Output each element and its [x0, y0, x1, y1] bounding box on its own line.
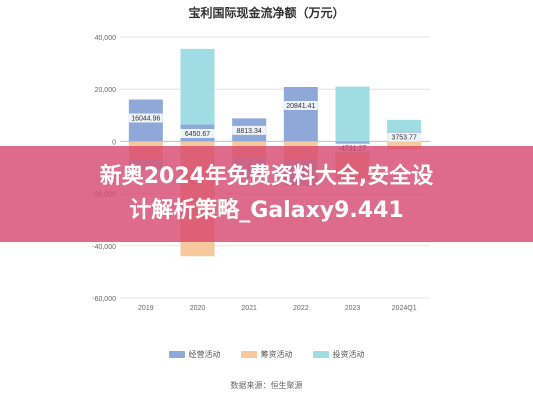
data-label: 20841.41: [286, 103, 315, 110]
legend-item-operating[interactable]: 经营活动: [168, 349, 221, 360]
bar-investing[interactable]: [335, 86, 370, 142]
x-tick-label: 2019: [138, 305, 154, 312]
x-tick-label: 2020: [190, 305, 206, 312]
x-tick-label: 2022: [293, 305, 309, 312]
legend-swatch-investing: [312, 351, 329, 358]
y-tick-label: -60,000: [92, 296, 116, 303]
y-tick-label: 0: [112, 139, 116, 146]
banner-line-1: 新奥2024年免费资料大全,安全设: [99, 164, 434, 189]
banner-line-2: 计解析策略_Galaxy9.441: [129, 198, 404, 223]
bar-investing[interactable]: [387, 119, 422, 132]
legend-item-investing[interactable]: 投资活动: [312, 349, 365, 360]
y-tick-label: -40,000: [92, 244, 116, 251]
x-tick-label: 2024Q1: [392, 305, 417, 312]
bar-investing[interactable]: [180, 48, 215, 125]
data-label: 8813.34: [237, 128, 262, 135]
x-tick-label: 2021: [241, 305, 257, 312]
legend-item-financing[interactable]: 筹资活动: [240, 349, 293, 360]
data-label-bg: [387, 132, 422, 142]
legend-label-investing: 投资活动: [332, 350, 365, 359]
data-label-bg: [128, 113, 163, 123]
bar-operating[interactable]: [283, 87, 318, 142]
legend-swatch-financing: [240, 351, 257, 358]
bar-financing[interactable]: [387, 141, 422, 150]
legend-label-financing: 筹资活动: [260, 350, 293, 359]
data-label: 6450.67: [185, 131, 210, 138]
chart-title: 宝利国际现金流净额（万元）: [188, 6, 345, 20]
data-label-bg: [180, 128, 215, 138]
data-label: 3753.77: [392, 135, 417, 142]
data-source: 数据来源：恒生聚源: [230, 381, 303, 390]
x-tick-label: 2023: [345, 305, 361, 312]
y-tick-label: 20,000: [95, 87, 117, 94]
overlay-banner[interactable]: 新奥2024年免费资料大全,安全设 计解析策略_Galaxy9.441: [0, 146, 533, 242]
y-tick-label: 40,000: [95, 35, 117, 42]
data-label: 16044.96: [131, 116, 160, 123]
data-label-bg: [232, 125, 267, 135]
legend: 经营活动 筹资活动 投资活动: [0, 349, 533, 360]
legend-swatch-operating: [168, 351, 185, 358]
legend-label-operating: 经营活动: [188, 350, 221, 359]
data-label-bg: [283, 101, 318, 111]
